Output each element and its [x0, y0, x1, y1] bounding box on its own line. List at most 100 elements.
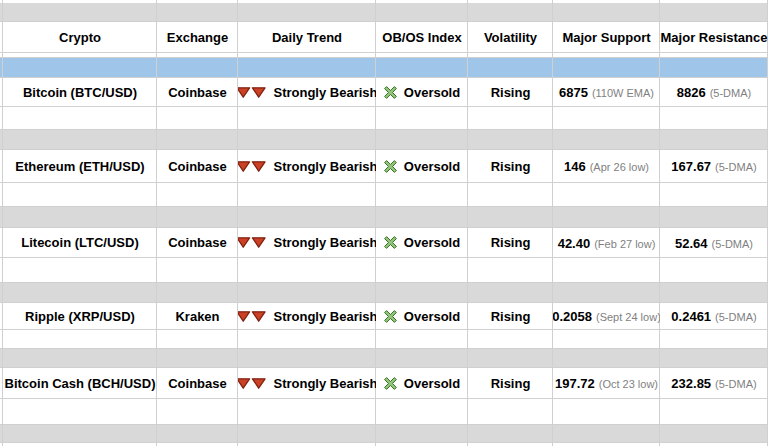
empty-row[interactable]: [0, 107, 768, 130]
support-note: (Apr 26 low): [590, 161, 649, 173]
empty-row[interactable]: [0, 399, 768, 425]
cell-daily-trend[interactable]: Strongly Bearish: [238, 368, 376, 398]
cell-daily-trend[interactable]: Strongly Bearish: [238, 303, 376, 329]
cell-major-support[interactable]: 197.72 (Oct 23 low): [553, 368, 660, 398]
column-header-major-support[interactable]: Major Support: [553, 22, 660, 52]
exchange-name: Kraken: [175, 309, 219, 324]
header-label: Major Support: [562, 30, 650, 45]
empty-band-row[interactable]: [0, 3, 768, 22]
cell-daily-trend[interactable]: Strongly Bearish: [238, 228, 376, 257]
crypto-name: Bitcoin (BTC/USD): [23, 85, 137, 100]
column-header-crypto[interactable]: Crypto: [3, 22, 157, 52]
exchange-name: Coinbase: [168, 85, 227, 100]
volatility-label: Rising: [491, 159, 531, 174]
support-value-pair: 197.72 (Oct 23 low): [555, 374, 658, 392]
cell-obos[interactable]: Oversold: [376, 150, 468, 182]
trend-label: Strongly Bearish: [273, 376, 376, 391]
column-header-major-resistance[interactable]: Major Resistance: [660, 22, 768, 52]
cell-volatility[interactable]: Rising: [468, 150, 553, 182]
double-down-triangle-icon: [238, 160, 266, 173]
resistance-note: (5-DMA): [715, 161, 757, 173]
resistance-value-pair: 8826(5-DMA): [677, 83, 751, 101]
cell-major-resistance[interactable]: 232.85 (5-DMA): [660, 368, 768, 398]
table-row-ethereum: Ethereum (ETH/USD) Coinbase Strongly Bea…: [0, 150, 768, 183]
resistance-value-pair: 52.64(5-DMA): [675, 234, 753, 252]
cell-exchange[interactable]: Coinbase: [157, 228, 238, 257]
support-value: 0.2058: [553, 309, 592, 324]
cell-major-support[interactable]: 42.40(Feb 27 low): [553, 228, 660, 257]
cell-obos[interactable]: Oversold: [376, 368, 468, 398]
cell-major-resistance[interactable]: 0.2461(5-DMA): [660, 303, 768, 329]
cell-major-support[interactable]: 0.2058(Sept 24 low): [553, 303, 660, 329]
header-label: Exchange: [167, 30, 228, 45]
resistance-value-pair: 0.2461(5-DMA): [671, 307, 756, 325]
cell-major-resistance[interactable]: 8826(5-DMA): [660, 78, 768, 106]
cell-exchange[interactable]: Coinbase: [157, 78, 238, 106]
cell-major-support[interactable]: 146(Apr 26 low): [553, 150, 660, 182]
support-note: (110W EMA): [592, 87, 654, 99]
support-note: (Oct 23 low): [599, 378, 658, 390]
header-label: OB/OS Index: [382, 30, 461, 45]
exchange-name: Coinbase: [168, 235, 227, 250]
cell-major-resistance[interactable]: 52.64(5-DMA): [660, 228, 768, 257]
header-row: Crypto Exchange Daily Trend OB/OS Index …: [0, 22, 768, 53]
support-value: 42.40: [558, 236, 591, 251]
resistance-value: 52.64: [675, 236, 708, 251]
spreadsheet: Crypto Exchange Daily Trend OB/OS Index …: [0, 0, 768, 446]
cell-obos[interactable]: Oversold: [376, 228, 468, 257]
trend-label: Strongly Bearish: [273, 85, 376, 100]
resistance-note: (5-DMA): [715, 378, 757, 390]
header-label: Daily Trend: [272, 30, 342, 45]
support-value-pair: 42.40(Feb 27 low): [558, 234, 656, 252]
support-note: (Feb 27 low): [594, 238, 655, 250]
column-header-obos-index[interactable]: OB/OS Index: [376, 22, 468, 52]
empty-row[interactable]: [0, 330, 768, 349]
cell-volatility[interactable]: Rising: [468, 228, 553, 257]
cell-volatility[interactable]: Rising: [468, 78, 553, 106]
cell-crypto[interactable]: Ethereum (ETH/USD): [3, 150, 157, 182]
selected-row-highlight[interactable]: [0, 58, 768, 78]
green-x-icon: [384, 236, 397, 249]
empty-band-row[interactable]: [0, 283, 768, 303]
double-down-triangle-icon: [238, 377, 266, 390]
cell-exchange[interactable]: Coinbase: [157, 368, 238, 398]
empty-row[interactable]: [0, 183, 768, 207]
cell-volatility[interactable]: Rising: [468, 303, 553, 329]
exchange-name: Coinbase: [168, 159, 227, 174]
support-value: 197.72: [555, 376, 595, 391]
cell-daily-trend[interactable]: Strongly Bearish: [238, 78, 376, 106]
support-value-pair: 6875(110W EMA): [559, 83, 654, 101]
green-x-icon: [384, 377, 397, 390]
empty-band-row[interactable]: [0, 207, 768, 228]
empty-row[interactable]: [0, 258, 768, 283]
cell-major-resistance[interactable]: 167.67(5-DMA): [660, 150, 768, 182]
crypto-name: Litecoin (LTC/USD): [21, 235, 138, 250]
empty-band-row[interactable]: [0, 349, 768, 368]
column-header-exchange[interactable]: Exchange: [157, 22, 238, 52]
resistance-note: (5-DMA): [715, 311, 757, 323]
cell-exchange[interactable]: Kraken: [157, 303, 238, 329]
cell-crypto[interactable]: Bitcoin (BTC/USD): [3, 78, 157, 106]
cell-crypto[interactable]: Bitcoin Cash (BCH/USD): [3, 368, 157, 398]
cell-major-support[interactable]: 6875(110W EMA): [553, 78, 660, 106]
trend-label: Strongly Bearish: [273, 309, 376, 324]
green-x-icon: [384, 310, 397, 323]
cell-crypto[interactable]: Litecoin (LTC/USD): [3, 228, 157, 257]
cell-obos[interactable]: Oversold: [376, 78, 468, 106]
empty-band-row[interactable]: [0, 130, 768, 150]
column-header-daily-trend[interactable]: Daily Trend: [238, 22, 376, 52]
cell-exchange[interactable]: Coinbase: [157, 150, 238, 182]
column-header-volatility[interactable]: Volatility: [468, 22, 553, 52]
header-label: Major Resistance: [661, 30, 768, 45]
support-value-pair: 0.2058(Sept 24 low): [553, 307, 660, 325]
cell-daily-trend[interactable]: Strongly Bearish: [238, 150, 376, 182]
cell-volatility[interactable]: Rising: [468, 368, 553, 398]
cell-obos[interactable]: Oversold: [376, 303, 468, 329]
cell-crypto[interactable]: Ripple (XRP/USD): [3, 303, 157, 329]
header-label: Crypto: [59, 30, 101, 45]
table-row-litecoin: Litecoin (LTC/USD) Coinbase Strongly Bea…: [0, 228, 768, 258]
empty-band-row[interactable]: [0, 425, 768, 443]
resistance-value-pair: 167.67(5-DMA): [671, 157, 756, 175]
green-x-icon: [384, 160, 397, 173]
resistance-value: 232.85: [671, 376, 711, 391]
